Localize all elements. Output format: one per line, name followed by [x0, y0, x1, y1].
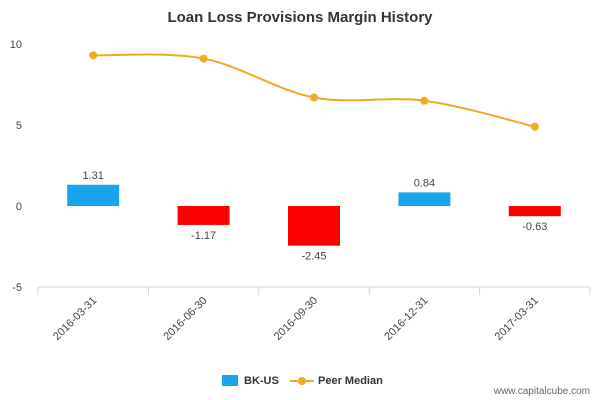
y-tick-label: 5 [16, 120, 22, 132]
watermark: www.capitalcube.com [493, 386, 590, 397]
y-tick-label: 10 [10, 39, 22, 51]
legend-label-peer-median: Peer Median [318, 375, 383, 387]
line-layer [89, 51, 539, 131]
legend-label-bk-us: BK-US [244, 375, 279, 387]
x-tick-label: 2016-09-30 [272, 295, 320, 343]
peer-median-point [530, 122, 539, 131]
peer-median-point [199, 54, 208, 63]
legend: BK-US Peer Median [222, 375, 383, 387]
bar [398, 192, 451, 206]
peer-median-line [93, 53, 536, 128]
legend-marker-peer-median [298, 377, 306, 385]
x-tick-label: 2016-06-30 [161, 295, 209, 343]
bar-layer: 1.31 -1.17 -2.45 0.84 -0.63 [67, 170, 561, 263]
bar-value-label: 0.84 [414, 177, 435, 189]
peer-median-point [420, 96, 429, 105]
y-tick-label: -5 [12, 282, 22, 294]
y-tick-label: 0 [16, 201, 22, 213]
bar-value-label: -1.17 [191, 230, 216, 242]
x-tick-label: 2016-03-31 [51, 295, 99, 343]
chart-title: Loan Loss Provisions Margin History [167, 9, 433, 26]
bar [508, 206, 561, 217]
peer-median-point [89, 51, 98, 60]
bar [288, 206, 340, 246]
bar [67, 184, 120, 206]
x-tick-label: 2016-12-31 [382, 295, 430, 343]
bar-value-label: 1.31 [82, 170, 103, 182]
bar [177, 206, 230, 225]
peer-median-point [310, 93, 318, 102]
bar-value-label: -2.45 [301, 251, 326, 263]
bar-value-label: -0.63 [522, 221, 547, 233]
legend-swatch-bk-us [222, 375, 238, 386]
x-tick-label: 2017-03-31 [493, 295, 541, 343]
